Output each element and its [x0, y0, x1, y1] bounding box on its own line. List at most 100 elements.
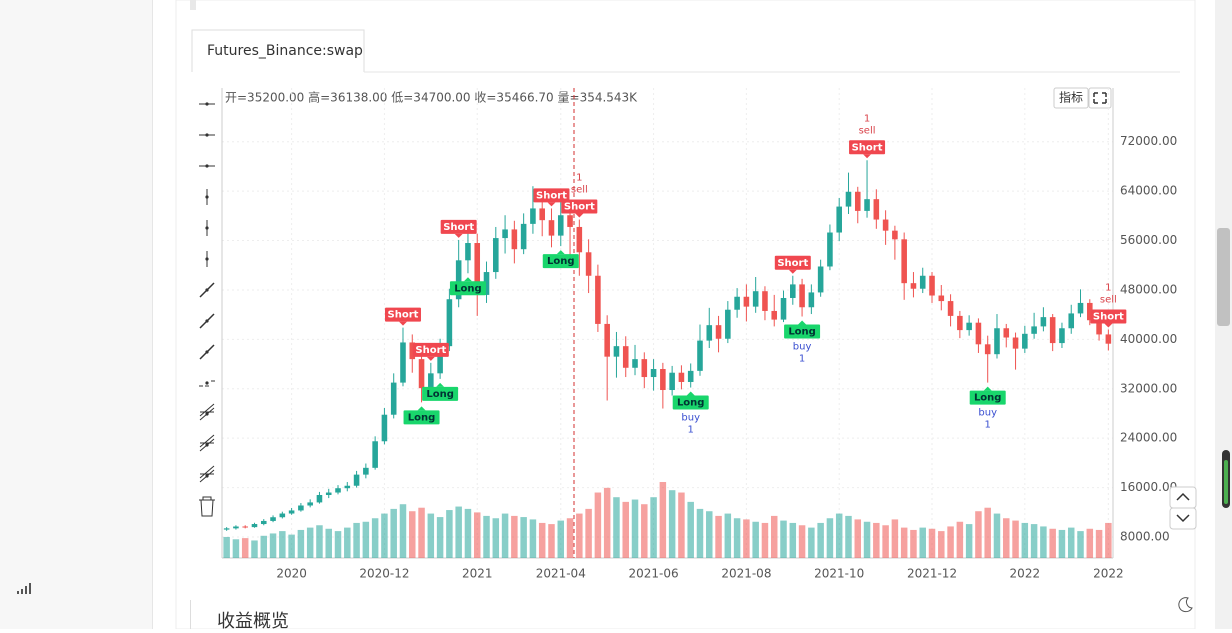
candle-body	[1096, 320, 1102, 335]
sidebar	[0, 0, 152, 629]
drawing-tool[interactable]	[205, 189, 209, 205]
signal-label-box	[449, 281, 486, 296]
tool-dot	[205, 102, 209, 106]
candle-body	[465, 243, 471, 261]
candle-body	[298, 505, 304, 511]
drawing-tool[interactable]	[199, 164, 215, 168]
signal-label: Short	[564, 202, 595, 213]
volume-bar	[1058, 529, 1066, 558]
candle-body	[1068, 313, 1075, 329]
scroll-down-button[interactable]	[1169, 507, 1197, 530]
tool-dot	[205, 257, 209, 261]
drawing-tool[interactable]	[199, 403, 215, 421]
candle-body	[743, 296, 750, 307]
tab[interactable]	[191, 29, 365, 72]
candle-body	[1105, 334, 1112, 344]
signal-label: Short	[1093, 311, 1124, 322]
candle-body	[734, 296, 740, 310]
candle-body	[1022, 333, 1028, 349]
signal-qty: 1	[576, 173, 582, 184]
tab-label[interactable]: Futures_Binance:swap	[207, 43, 363, 59]
indicator-button-label[interactable]: 指标	[1059, 90, 1083, 105]
volume-bar	[260, 535, 268, 558]
volume-bar	[1077, 531, 1084, 558]
tool-glyph	[199, 380, 215, 387]
signal-label: Long	[677, 398, 705, 409]
candle-body	[687, 370, 694, 382]
candle-body	[984, 344, 991, 355]
drawing-tool[interactable]	[199, 282, 215, 298]
candle-body	[1077, 302, 1084, 314]
drawing-tool[interactable]	[205, 251, 209, 267]
candle-body	[409, 342, 416, 360]
drawing-tool[interactable]	[199, 344, 215, 360]
volume-bar	[1040, 526, 1047, 558]
candle-body	[678, 372, 685, 382]
scroll-up-button[interactable]	[1169, 486, 1197, 509]
volume-bar	[223, 536, 230, 558]
signal-label: Long	[788, 327, 816, 338]
drawing-tool[interactable]	[199, 434, 215, 452]
candle-body	[669, 372, 675, 391]
candle-body	[567, 215, 573, 227]
signal-pointer	[454, 233, 463, 238]
drawing-tool[interactable]	[199, 313, 215, 329]
signal-pointer	[686, 391, 695, 396]
indicator-button[interactable]	[1053, 87, 1089, 109]
candle-body	[233, 526, 239, 529]
volume-bar	[687, 501, 694, 558]
candle-body	[808, 292, 815, 308]
volume-bar	[483, 515, 490, 558]
volume-bar	[891, 519, 899, 558]
candle-body	[353, 474, 360, 486]
candle-body	[975, 322, 982, 345]
volume-bar	[1049, 528, 1056, 558]
signal-pointer	[788, 269, 797, 274]
candle-body	[771, 310, 778, 320]
candle-body	[539, 208, 545, 221]
drawing-tool[interactable]	[199, 380, 215, 387]
candle-body	[845, 191, 852, 207]
signal-label-box	[672, 395, 709, 410]
signal-pointer	[417, 406, 426, 411]
drawing-tool[interactable]	[205, 220, 209, 236]
scrollbar-thumb[interactable]	[1217, 228, 1230, 326]
volume-bar	[279, 531, 286, 558]
theme-toggle[interactable]	[1178, 597, 1193, 613]
drawing-tool[interactable]	[199, 102, 215, 106]
volume-bar	[1030, 524, 1038, 558]
candle-body	[780, 297, 787, 320]
volume-bar	[808, 527, 815, 558]
volume-bar	[446, 510, 453, 558]
candle-body	[966, 322, 972, 331]
candle-body	[882, 219, 889, 231]
drawing-tool[interactable]	[199, 133, 215, 137]
signal-pointer	[398, 321, 407, 326]
fullscreen-button[interactable]	[1088, 87, 1112, 109]
signal-label-box	[412, 342, 449, 357]
candle-body	[919, 275, 926, 289]
candle-body	[938, 295, 945, 302]
volume-bar	[919, 527, 926, 558]
candle-body	[1087, 302, 1093, 321]
candle-body	[446, 299, 453, 347]
y-tick-label: 8000.00	[1120, 530, 1170, 544]
volume-bar	[306, 527, 314, 558]
tool-dot	[205, 381, 209, 385]
candle-body	[622, 346, 629, 368]
drawing-tool[interactable]	[199, 465, 215, 483]
tool-dot	[205, 195, 209, 199]
signal-note: buy	[793, 342, 812, 353]
delete-tool[interactable]	[199, 496, 215, 517]
candle-body	[400, 342, 406, 383]
signal-label-box	[533, 188, 570, 203]
tool-dot	[205, 474, 209, 478]
signal-note: sell	[571, 185, 588, 196]
volume-bar	[576, 513, 583, 558]
y-tick-label: 48000.00	[1120, 282, 1177, 296]
volume-bar	[288, 534, 295, 558]
volume-bar	[241, 538, 249, 558]
x-tick-label: 2020-12	[359, 567, 409, 581]
volume-bar	[743, 519, 750, 558]
signal-label: Short	[777, 258, 808, 269]
